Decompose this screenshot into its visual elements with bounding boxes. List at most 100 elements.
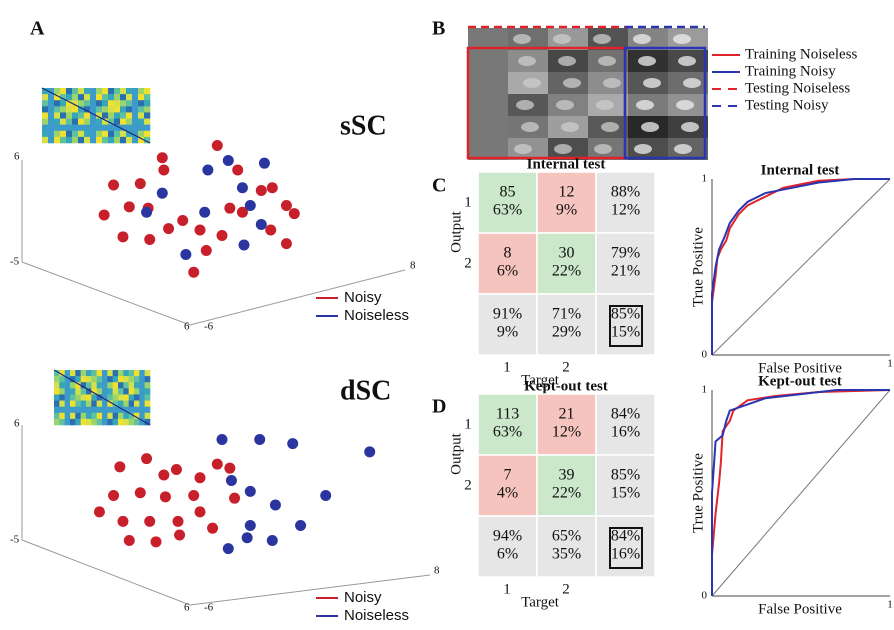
heatmap-cell <box>108 125 114 131</box>
heatmap-cell <box>75 370 81 376</box>
heatmap-cell <box>144 112 150 118</box>
heatmap-cell <box>138 112 144 118</box>
image-shape <box>683 78 701 88</box>
heatmap-cell <box>102 388 108 394</box>
heatmap-cell <box>102 413 108 419</box>
cell-value: 30 <box>559 245 575 262</box>
axis-tick-label: 8 <box>410 260 416 272</box>
image-shape <box>641 122 659 132</box>
heatmap-cell <box>42 125 48 131</box>
heatmap-cell <box>120 137 126 143</box>
heatmap-cell <box>145 413 151 419</box>
heatmap-cell <box>72 125 78 131</box>
heatmap-cell <box>113 370 119 376</box>
image-shape <box>681 122 699 132</box>
image-shape <box>521 122 539 132</box>
scatter-point <box>124 535 135 546</box>
heatmap-cell <box>126 112 132 118</box>
axis-tick-label: 6 <box>14 418 20 430</box>
heatmap-cell <box>144 94 150 100</box>
heatmap-cell <box>54 100 60 106</box>
image-shape <box>598 56 616 66</box>
axis-tick-label: -5 <box>10 256 20 268</box>
heatmap-cell <box>145 407 151 413</box>
heatmap-cell <box>113 407 119 413</box>
panel-label: B <box>432 18 445 40</box>
heatmap-cell <box>66 131 72 137</box>
image-shape <box>678 56 696 66</box>
cell-value: 35% <box>552 546 581 563</box>
cell-value: 12 <box>559 184 575 201</box>
image-tile <box>468 138 508 160</box>
axis-tick-label: 6 <box>184 321 190 333</box>
axis-tick-label: -5 <box>10 534 20 546</box>
scatter-point <box>245 200 256 211</box>
heatmap-cell <box>139 407 145 413</box>
image-shape <box>554 144 572 154</box>
legend-label: Testing Noiseless <box>745 80 850 96</box>
scatter-point <box>295 520 306 531</box>
scatter-point <box>158 470 169 481</box>
heatmap-cell <box>72 112 78 118</box>
heatmap-cell <box>138 119 144 125</box>
row-label: 1 <box>464 416 472 432</box>
heatmap-cell <box>78 88 84 94</box>
image-tile <box>468 72 508 94</box>
image-tile <box>468 116 508 138</box>
heatmap-cell <box>114 88 120 94</box>
heatmap-cell <box>145 401 151 407</box>
image-shape <box>643 78 661 88</box>
heatmap-cell <box>66 88 72 94</box>
heatmap-cell <box>90 125 96 131</box>
heatmap-cell <box>97 388 103 394</box>
heatmap-cell <box>134 407 140 413</box>
heatmap-cell <box>84 100 90 106</box>
heatmap-cell <box>120 112 126 118</box>
heatmap-cell <box>78 100 84 106</box>
scatter-point <box>281 238 292 249</box>
legend-label: Noisy <box>344 589 382 606</box>
heatmap-cell <box>102 376 108 382</box>
image-shape <box>553 34 571 44</box>
heatmap-cell <box>107 388 113 394</box>
cell-value: 21% <box>611 263 640 280</box>
heatmap-cell <box>60 125 66 131</box>
heatmap-cell <box>72 137 78 143</box>
heatmap-cell <box>78 94 84 100</box>
heatmap-cell <box>114 106 120 112</box>
heatmap-cell <box>81 388 87 394</box>
heatmap-cell <box>54 394 60 400</box>
heatmap-cell <box>86 382 92 388</box>
row-label: 1 <box>464 194 472 210</box>
plot-title: sSC <box>340 110 387 141</box>
cell-value: 15% <box>611 485 640 502</box>
heatmap-cell <box>108 137 114 143</box>
heatmap-cell <box>114 131 120 137</box>
matrix-title: Kept-out test <box>524 378 608 394</box>
scatter-point <box>118 231 129 242</box>
heatmap-cell <box>70 419 76 425</box>
heatmap-cell <box>129 419 135 425</box>
scatter-point <box>232 165 243 176</box>
heatmap-cell <box>42 131 48 137</box>
image-shape <box>633 34 651 44</box>
col-label: 1 <box>503 581 511 597</box>
scatter-point <box>259 158 270 169</box>
heatmap-cell <box>54 125 60 131</box>
x-axis-label: False Positive <box>758 601 842 617</box>
scatter-point <box>226 475 237 486</box>
heatmap-cell <box>90 119 96 125</box>
heatmap-cell <box>118 401 124 407</box>
heatmap-cell <box>78 112 84 118</box>
x-tick-label: 1 <box>887 599 893 611</box>
heatmap-cell <box>96 119 102 125</box>
heatmap-cell <box>48 94 54 100</box>
heatmap-cell <box>60 119 66 125</box>
heatmap-cell <box>65 382 71 388</box>
image-shape <box>514 144 532 154</box>
heatmap-cell <box>114 119 120 125</box>
heatmap-cell <box>81 376 87 382</box>
heatmap-cell <box>84 131 90 137</box>
scatter-point <box>281 200 292 211</box>
heatmap-cell <box>81 407 87 413</box>
